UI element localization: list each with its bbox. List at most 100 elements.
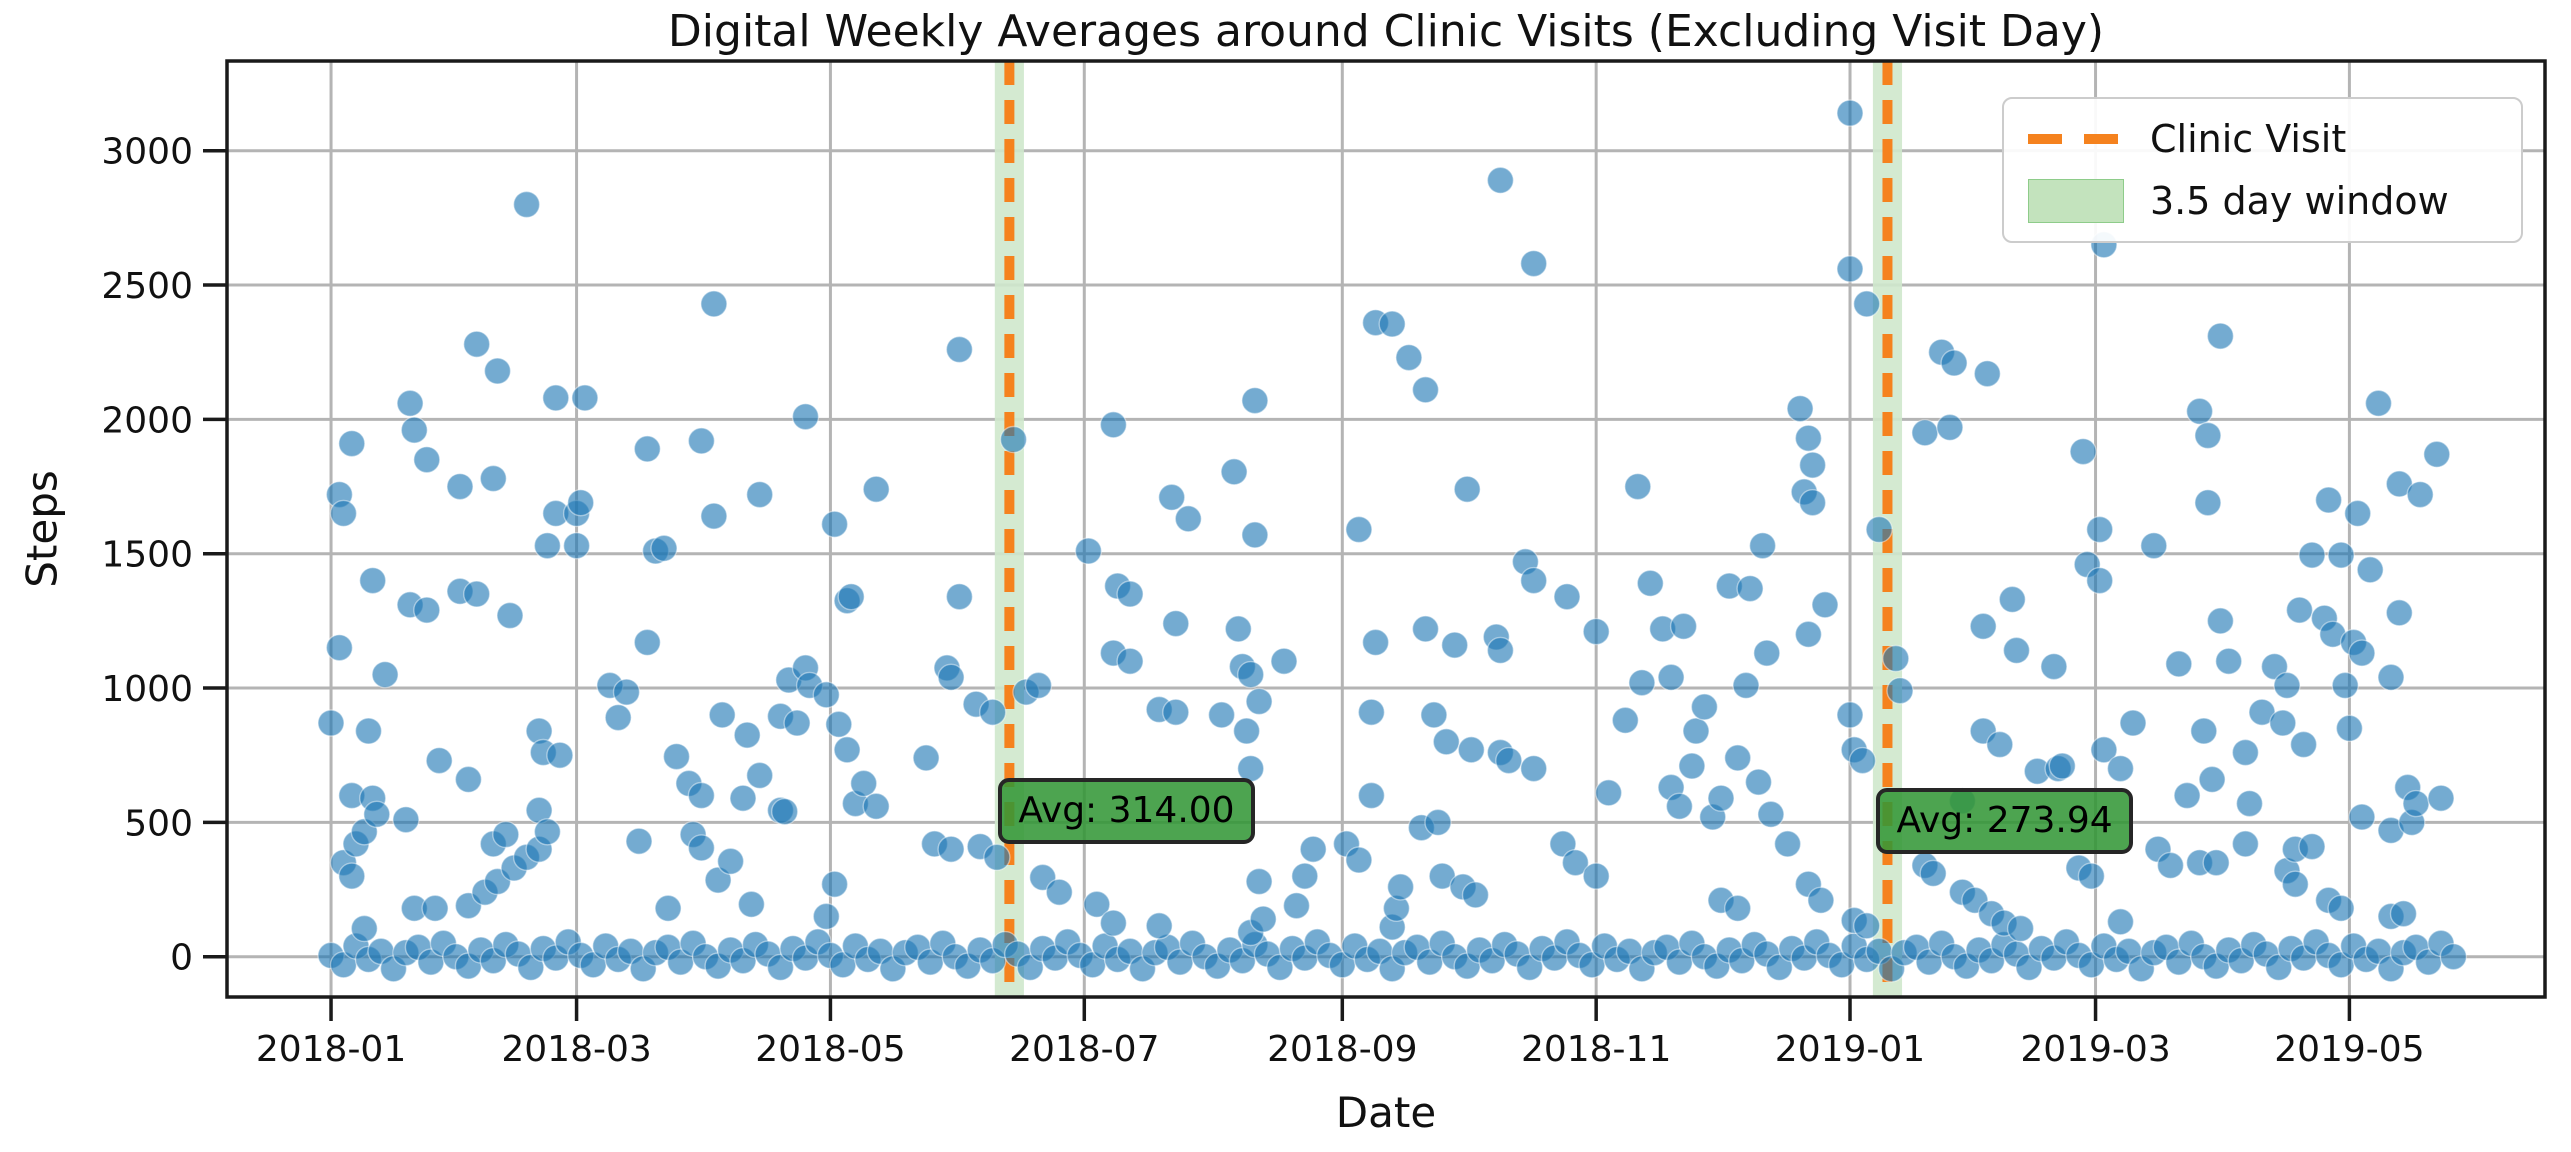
data-point — [2194, 489, 2222, 517]
data-point — [1486, 636, 1515, 665]
data-point — [1836, 255, 1864, 283]
data-point — [496, 601, 524, 630]
data-point — [2423, 440, 2451, 468]
data-point — [783, 709, 811, 737]
data-point — [2002, 636, 2031, 665]
data-point — [1798, 489, 1827, 517]
data-point — [1232, 717, 1261, 745]
data-point — [562, 532, 591, 560]
data-point — [479, 464, 507, 493]
x-tick-label: 2018-09 — [1267, 1029, 1417, 1070]
data-point — [2385, 599, 2414, 627]
data-point — [1786, 394, 1814, 423]
data-point — [700, 502, 728, 530]
data-point — [625, 827, 653, 855]
data-point — [746, 480, 774, 509]
data-point — [1723, 894, 1752, 922]
y-tick-label: 2500 — [101, 266, 193, 307]
data-point — [2402, 789, 2430, 818]
data-point — [371, 660, 399, 689]
data-point — [1116, 580, 1144, 608]
data-point — [1411, 376, 1440, 404]
data-point — [1732, 671, 1760, 700]
data-point — [737, 890, 766, 918]
data-point — [708, 701, 736, 729]
data-point — [1578, 951, 1606, 979]
data-point — [2331, 671, 2359, 700]
x-tick-label: 2018-07 — [1009, 1029, 1159, 1070]
data-point — [1519, 249, 1548, 278]
legend-label: Clinic Visit — [2150, 117, 2347, 161]
data-point — [1969, 612, 1997, 640]
data-point — [1636, 569, 1665, 597]
data-point — [2085, 566, 2114, 595]
data-point — [612, 678, 641, 706]
data-point — [2385, 470, 2414, 498]
data-point — [1519, 566, 1548, 595]
data-point — [1162, 698, 1190, 726]
data-point — [2335, 714, 2364, 742]
data-point — [483, 357, 512, 385]
data-point — [687, 427, 716, 455]
data-point — [1378, 310, 1406, 338]
data-point — [704, 866, 732, 894]
data-point — [2069, 437, 2097, 466]
data-point — [2377, 663, 2405, 691]
data-point — [1224, 615, 1253, 643]
data-point — [2348, 639, 2376, 667]
data-point — [400, 416, 428, 444]
x-tick-label: 2019-01 — [1775, 1029, 1925, 1070]
data-point — [413, 446, 441, 474]
data-point — [729, 784, 757, 812]
data-point — [567, 489, 595, 517]
data-point — [446, 472, 474, 501]
y-tick-label: 1500 — [101, 535, 193, 576]
data-point — [766, 953, 795, 982]
data-point — [650, 534, 678, 562]
data-point — [654, 894, 682, 922]
data-point — [1744, 768, 1773, 796]
data-point — [1794, 620, 1823, 648]
data-point — [1495, 746, 1523, 775]
data-point — [1940, 349, 1968, 377]
y-tick-label: 500 — [124, 803, 193, 844]
data-point — [1157, 483, 1186, 511]
data-point — [1415, 948, 1444, 976]
data-point — [1682, 717, 1710, 745]
data-point — [1911, 419, 1939, 447]
data-point — [945, 583, 974, 611]
data-point — [2085, 515, 2114, 544]
data-point — [2119, 709, 2147, 737]
data-point — [2006, 914, 2035, 943]
data-point — [338, 862, 366, 890]
data-point — [1424, 808, 1452, 837]
data-point — [1794, 424, 1823, 452]
data-point — [2327, 894, 2355, 922]
y-tick-label: 0 — [170, 938, 193, 979]
data-point — [1707, 784, 1735, 812]
data-point — [492, 820, 520, 849]
data-point — [2364, 389, 2393, 417]
x-tick-label: 2018-05 — [755, 1029, 905, 1070]
data-point — [1798, 451, 1827, 479]
data-point — [2269, 709, 2297, 737]
data-point — [2273, 671, 2301, 700]
data-point — [2206, 607, 2235, 635]
data-point — [329, 499, 358, 528]
data-point — [1919, 859, 1947, 888]
data-point — [1986, 730, 2014, 759]
legend-label: 3.5 day window — [2150, 179, 2449, 223]
data-point — [2389, 900, 2418, 928]
x-tick-label: 2018-11 — [1521, 1029, 1671, 1070]
data-point — [1241, 386, 1269, 415]
data-point — [1099, 411, 1128, 439]
legend-item-clinic-visit: Clinic Visit — [2028, 117, 2497, 161]
data-point — [1116, 647, 1144, 675]
data-point — [1915, 948, 1943, 976]
data-point — [2165, 650, 2193, 678]
data-point — [1357, 781, 1386, 810]
data-point — [837, 583, 865, 611]
data-point — [812, 902, 840, 931]
data-point — [1328, 951, 1357, 979]
data-point — [2040, 652, 2068, 681]
